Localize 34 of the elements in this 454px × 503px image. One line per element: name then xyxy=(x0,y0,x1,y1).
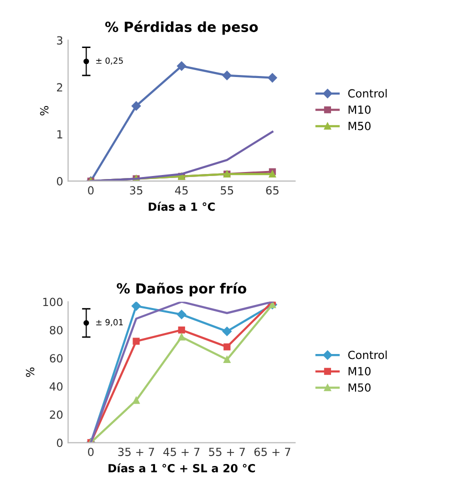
y-tick-label: 40 xyxy=(50,382,62,391)
chart-title: % Daños por frío xyxy=(116,282,246,296)
y-tick-label: 2 xyxy=(56,83,62,92)
legend-label: Control xyxy=(348,88,387,98)
x-tick-label: 65 + 7 xyxy=(254,448,290,456)
y-axis-title: % xyxy=(26,368,34,377)
x-tick-label: 0 xyxy=(88,448,94,456)
x-tick-label: 35 + 7 xyxy=(118,448,154,456)
x-tick-label: 0 xyxy=(88,186,94,195)
x-axis-title: Días a 1 °C + SL a 20 °C xyxy=(108,463,255,472)
y-tick-label: 20 xyxy=(50,410,62,419)
y-tick-label: 100 xyxy=(43,298,62,306)
x-tick-label: 65 xyxy=(266,186,278,195)
legend-label: M50 xyxy=(348,383,371,392)
annotation: ± 9,01 xyxy=(96,319,123,326)
x-tick-label: 55 xyxy=(220,186,234,195)
annotation: ± 0,25 xyxy=(96,57,123,65)
chart-title: % Pérdidas de peso xyxy=(105,20,258,35)
y-axis-title: % xyxy=(40,106,48,116)
y-tick-label: 0 xyxy=(56,177,62,186)
y-tick-label: 3 xyxy=(57,36,62,45)
y-tick-label: 60 xyxy=(50,354,62,363)
legend-label: M10 xyxy=(348,367,371,376)
y-tick-label: 80 xyxy=(50,326,62,334)
legend-label: M10 xyxy=(348,105,371,114)
y-tick-label: 1 xyxy=(57,130,62,138)
x-tick-label: 35 xyxy=(130,186,142,195)
legend-label: Control xyxy=(348,350,387,360)
x-axis-title: Días a 1 °C xyxy=(148,202,215,211)
y-tick-label: 0 xyxy=(56,438,62,448)
x-tick-label: 45 + 7 xyxy=(163,448,200,456)
legend-label: M50 xyxy=(348,122,371,130)
x-tick-label: 55 + 7 xyxy=(209,448,245,456)
x-tick-label: 45 xyxy=(175,186,188,195)
